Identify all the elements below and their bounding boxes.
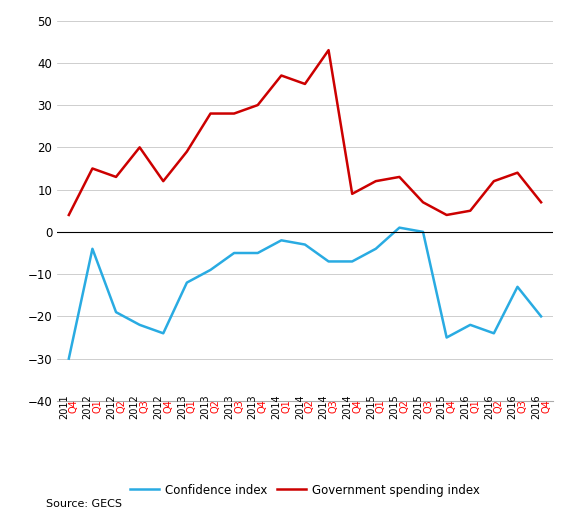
Text: 2013: 2013 (201, 394, 210, 419)
Text: 2013: 2013 (248, 394, 258, 419)
Text: Q2: Q2 (305, 399, 315, 413)
Government spending index (231, 111, 238, 117)
Confidence index (254, 250, 261, 256)
Text: 2012: 2012 (153, 394, 163, 419)
Text: 2012: 2012 (129, 394, 140, 419)
Text: Q1: Q1 (470, 399, 481, 413)
Government spending index (396, 174, 403, 180)
Text: Q4: Q4 (69, 399, 79, 413)
Text: Q1: Q1 (92, 399, 103, 413)
Text: Q4: Q4 (541, 399, 551, 413)
Confidence index (184, 280, 190, 286)
Government spending index (89, 166, 96, 172)
Government spending index (372, 178, 379, 184)
Government spending index (113, 174, 120, 180)
Text: 2016: 2016 (460, 394, 470, 419)
Government spending index (254, 102, 261, 108)
Government spending index (490, 178, 497, 184)
Government spending index (160, 178, 166, 184)
Government spending index (349, 191, 356, 197)
Text: Q3: Q3 (423, 399, 433, 413)
Confidence index (66, 356, 72, 362)
Text: 2016: 2016 (507, 394, 518, 419)
Confidence index (207, 267, 214, 273)
Government spending index (302, 81, 308, 87)
Government spending index (207, 111, 214, 117)
Confidence index (396, 225, 403, 231)
Text: Q4: Q4 (163, 399, 173, 413)
Confidence index (467, 322, 474, 328)
Government spending index (184, 149, 190, 155)
Text: Source: GECS: Source: GECS (46, 499, 121, 509)
Confidence index (113, 309, 120, 315)
Line: Government spending index: Government spending index (69, 50, 541, 215)
Text: Q2: Q2 (210, 399, 221, 413)
Text: 2014: 2014 (319, 394, 328, 419)
Confidence index (490, 330, 497, 336)
Text: Q1: Q1 (282, 399, 291, 413)
Text: Q1: Q1 (187, 399, 197, 413)
Confidence index (372, 246, 379, 252)
Text: 2015: 2015 (437, 394, 447, 419)
Government spending index (538, 199, 544, 206)
Text: 2012: 2012 (106, 394, 116, 419)
Text: 2016: 2016 (531, 394, 541, 419)
Confidence index (420, 229, 426, 235)
Text: 2015: 2015 (389, 394, 400, 419)
Line: Confidence index: Confidence index (69, 228, 541, 359)
Confidence index (443, 335, 450, 341)
Text: 2012: 2012 (83, 394, 92, 419)
Government spending index (278, 72, 285, 79)
Text: Q3: Q3 (518, 399, 527, 413)
Government spending index (66, 212, 72, 218)
Confidence index (302, 242, 308, 248)
Confidence index (538, 314, 544, 320)
Confidence index (160, 330, 166, 336)
Text: Q2: Q2 (494, 399, 504, 413)
Confidence index (89, 246, 96, 252)
Text: 2014: 2014 (295, 394, 305, 419)
Text: Q2: Q2 (116, 399, 126, 413)
Legend: Confidence index, Government spending index: Confidence index, Government spending in… (125, 479, 485, 502)
Government spending index (467, 208, 474, 214)
Confidence index (349, 259, 356, 265)
Text: Q2: Q2 (400, 399, 409, 413)
Text: 2014: 2014 (342, 394, 352, 419)
Text: 2016: 2016 (484, 394, 494, 419)
Text: Q1: Q1 (376, 399, 386, 413)
Government spending index (420, 199, 426, 206)
Text: Q4: Q4 (447, 399, 457, 413)
Confidence index (325, 259, 332, 265)
Text: Q3: Q3 (328, 399, 339, 413)
Confidence index (231, 250, 238, 256)
Confidence index (278, 237, 285, 244)
Text: 2013: 2013 (177, 394, 187, 419)
Text: 2013: 2013 (224, 394, 234, 419)
Text: Q3: Q3 (234, 399, 244, 413)
Text: 2015: 2015 (413, 394, 423, 419)
Text: 2014: 2014 (271, 394, 282, 419)
Government spending index (325, 47, 332, 53)
Government spending index (514, 170, 521, 176)
Confidence index (136, 322, 143, 328)
Text: Q3: Q3 (140, 399, 150, 413)
Text: 2011: 2011 (59, 394, 69, 419)
Government spending index (136, 144, 143, 151)
Text: 2015: 2015 (366, 394, 376, 419)
Government spending index (443, 212, 450, 218)
Text: Q4: Q4 (352, 399, 362, 413)
Text: Q4: Q4 (258, 399, 268, 413)
Confidence index (514, 284, 521, 290)
